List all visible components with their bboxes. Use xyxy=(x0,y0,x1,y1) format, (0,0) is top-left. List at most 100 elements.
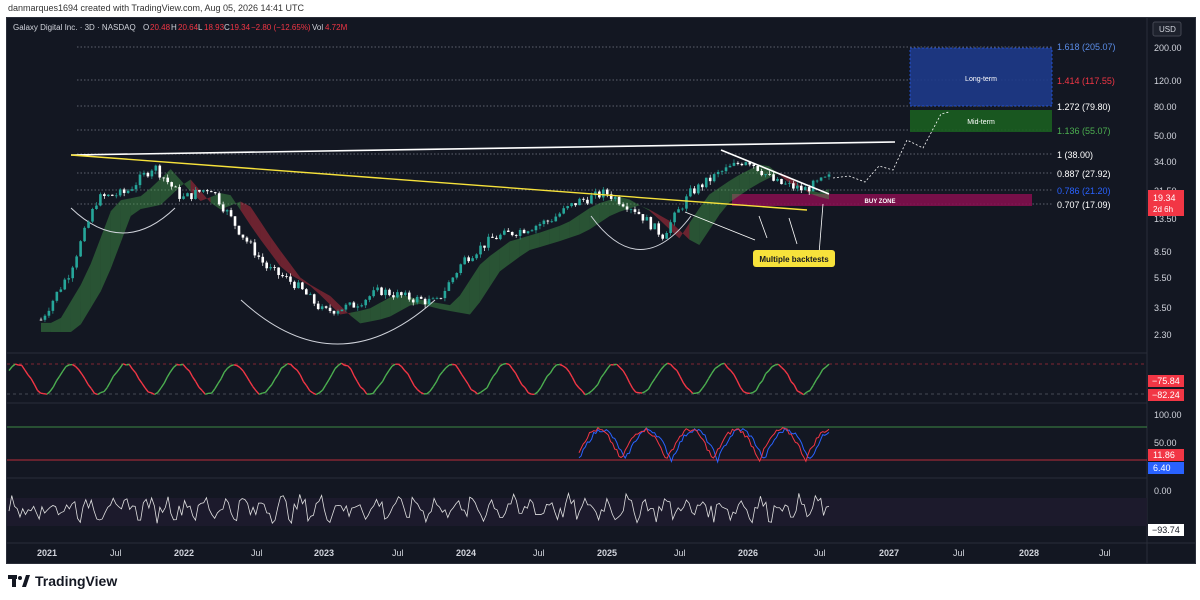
cloud-segment xyxy=(479,256,490,303)
cloud-segment xyxy=(90,237,101,308)
osc1-segment xyxy=(559,363,564,367)
osc1-segment xyxy=(568,371,574,379)
cloud-segment xyxy=(449,295,460,313)
candle-body xyxy=(178,187,181,199)
cloud-segment xyxy=(609,196,620,217)
osc1-segment xyxy=(90,388,96,394)
mid-term-zone[interactable] xyxy=(910,110,1052,132)
time-axis[interactable]: 2021 Jul 2022 Jul 2023 Jul 2024 Jul 2025… xyxy=(37,548,1111,558)
resistance-trendline[interactable] xyxy=(70,141,896,156)
candle-body xyxy=(720,171,724,172)
osc1-segment xyxy=(220,371,225,380)
yellow-trendline[interactable] xyxy=(70,154,808,211)
cloud-segment xyxy=(370,302,381,322)
osc1-segment xyxy=(749,391,754,395)
osc1-segment xyxy=(461,374,466,380)
candle-body xyxy=(681,208,684,210)
cloud-segment xyxy=(709,187,720,230)
candle-body xyxy=(629,209,633,211)
candle-body xyxy=(641,214,645,221)
candle-body xyxy=(87,221,90,228)
candle-body xyxy=(312,294,316,304)
currency-badge[interactable] xyxy=(1152,21,1182,37)
fib-label: 0.786 (21.20) xyxy=(1057,186,1111,196)
ohlc-low: 18.93 xyxy=(204,23,225,32)
cloud-segment xyxy=(459,280,470,315)
candle-body xyxy=(269,267,272,269)
osc1-segment xyxy=(540,381,545,388)
candle-body xyxy=(107,194,110,197)
osc1-segment xyxy=(52,380,58,388)
candle-body xyxy=(257,255,261,257)
osc1-segment xyxy=(704,378,710,385)
candle-body xyxy=(415,296,419,303)
candle-body xyxy=(613,196,617,199)
symbol-title: Galaxy Digital Inc. · 3D · NASDAQ xyxy=(13,23,136,32)
candle-body xyxy=(241,234,245,238)
candle-body xyxy=(59,289,63,292)
candle-body xyxy=(601,189,605,198)
osc1-segment xyxy=(420,391,425,395)
osc1-segment xyxy=(793,384,798,392)
cloud-segment xyxy=(290,264,301,281)
candle-body xyxy=(796,185,799,189)
cloud-segment xyxy=(689,208,700,246)
osc1-segment xyxy=(284,363,289,367)
osc1-segment xyxy=(30,378,35,385)
osc1-segment xyxy=(293,367,298,371)
osc1-segment xyxy=(812,379,817,386)
candle-body xyxy=(332,311,336,314)
long-term-zone[interactable] xyxy=(909,47,1053,107)
candle-body xyxy=(792,183,795,189)
chart-canvas[interactable]: Galaxy Digital Inc. · 3D · NASDAQ O 20.4… xyxy=(7,18,1195,563)
volume-label: Vol xyxy=(312,23,323,32)
candle-body xyxy=(158,165,162,178)
chart-panel[interactable]: Galaxy Digital Inc. · 3D · NASDAQ O 20.4… xyxy=(6,17,1196,564)
candle-body xyxy=(190,193,193,200)
candle-body xyxy=(142,172,146,175)
osc1-segment xyxy=(217,378,222,384)
candle-body xyxy=(427,298,431,305)
falling-wedge-line[interactable] xyxy=(720,149,830,195)
backtest-arrow xyxy=(788,217,798,245)
candle-body xyxy=(245,237,249,242)
x-label: 2027 xyxy=(879,548,899,558)
tradingview-brand[interactable]: TradingView xyxy=(8,570,117,592)
osc1-segment xyxy=(410,379,415,387)
osc1-segment xyxy=(682,382,688,388)
callout-box xyxy=(753,250,835,267)
osc1-segment xyxy=(787,374,792,382)
osc1-segment xyxy=(467,383,472,391)
osc1-segment xyxy=(321,384,327,391)
buy-zone[interactable] xyxy=(732,194,1032,206)
candle-body xyxy=(526,231,530,234)
candle-body xyxy=(799,185,803,191)
cloud-segment xyxy=(589,203,600,230)
x-label: 2024 xyxy=(456,548,476,558)
price-tag-countdown: 2d 6h xyxy=(1153,205,1173,214)
x-label: Jul xyxy=(533,548,545,558)
candle-body xyxy=(289,276,292,282)
x-label: Jul xyxy=(674,548,686,558)
candle-body xyxy=(336,311,340,314)
candle-body xyxy=(281,275,284,277)
candle-body xyxy=(697,184,700,194)
candle-body xyxy=(502,230,506,235)
osc1-segment xyxy=(591,387,596,392)
candle-body xyxy=(186,193,189,197)
candle-body xyxy=(661,234,664,239)
osc1-segment xyxy=(81,373,86,380)
osc1-segment xyxy=(480,389,485,393)
osc1-segment xyxy=(245,375,251,382)
osc3-series xyxy=(8,491,830,525)
candle-body xyxy=(67,278,71,280)
osc1-segment xyxy=(201,390,206,395)
osc1-segment xyxy=(43,392,48,395)
tradingview-logo-icon xyxy=(8,575,30,587)
osc1-segment xyxy=(65,364,70,368)
osc2-tag-text: 11.86 xyxy=(1153,450,1175,460)
osc2-lines xyxy=(578,426,830,464)
candle-body xyxy=(138,174,142,186)
osc1-segment xyxy=(670,363,675,369)
candle-body xyxy=(669,222,672,233)
